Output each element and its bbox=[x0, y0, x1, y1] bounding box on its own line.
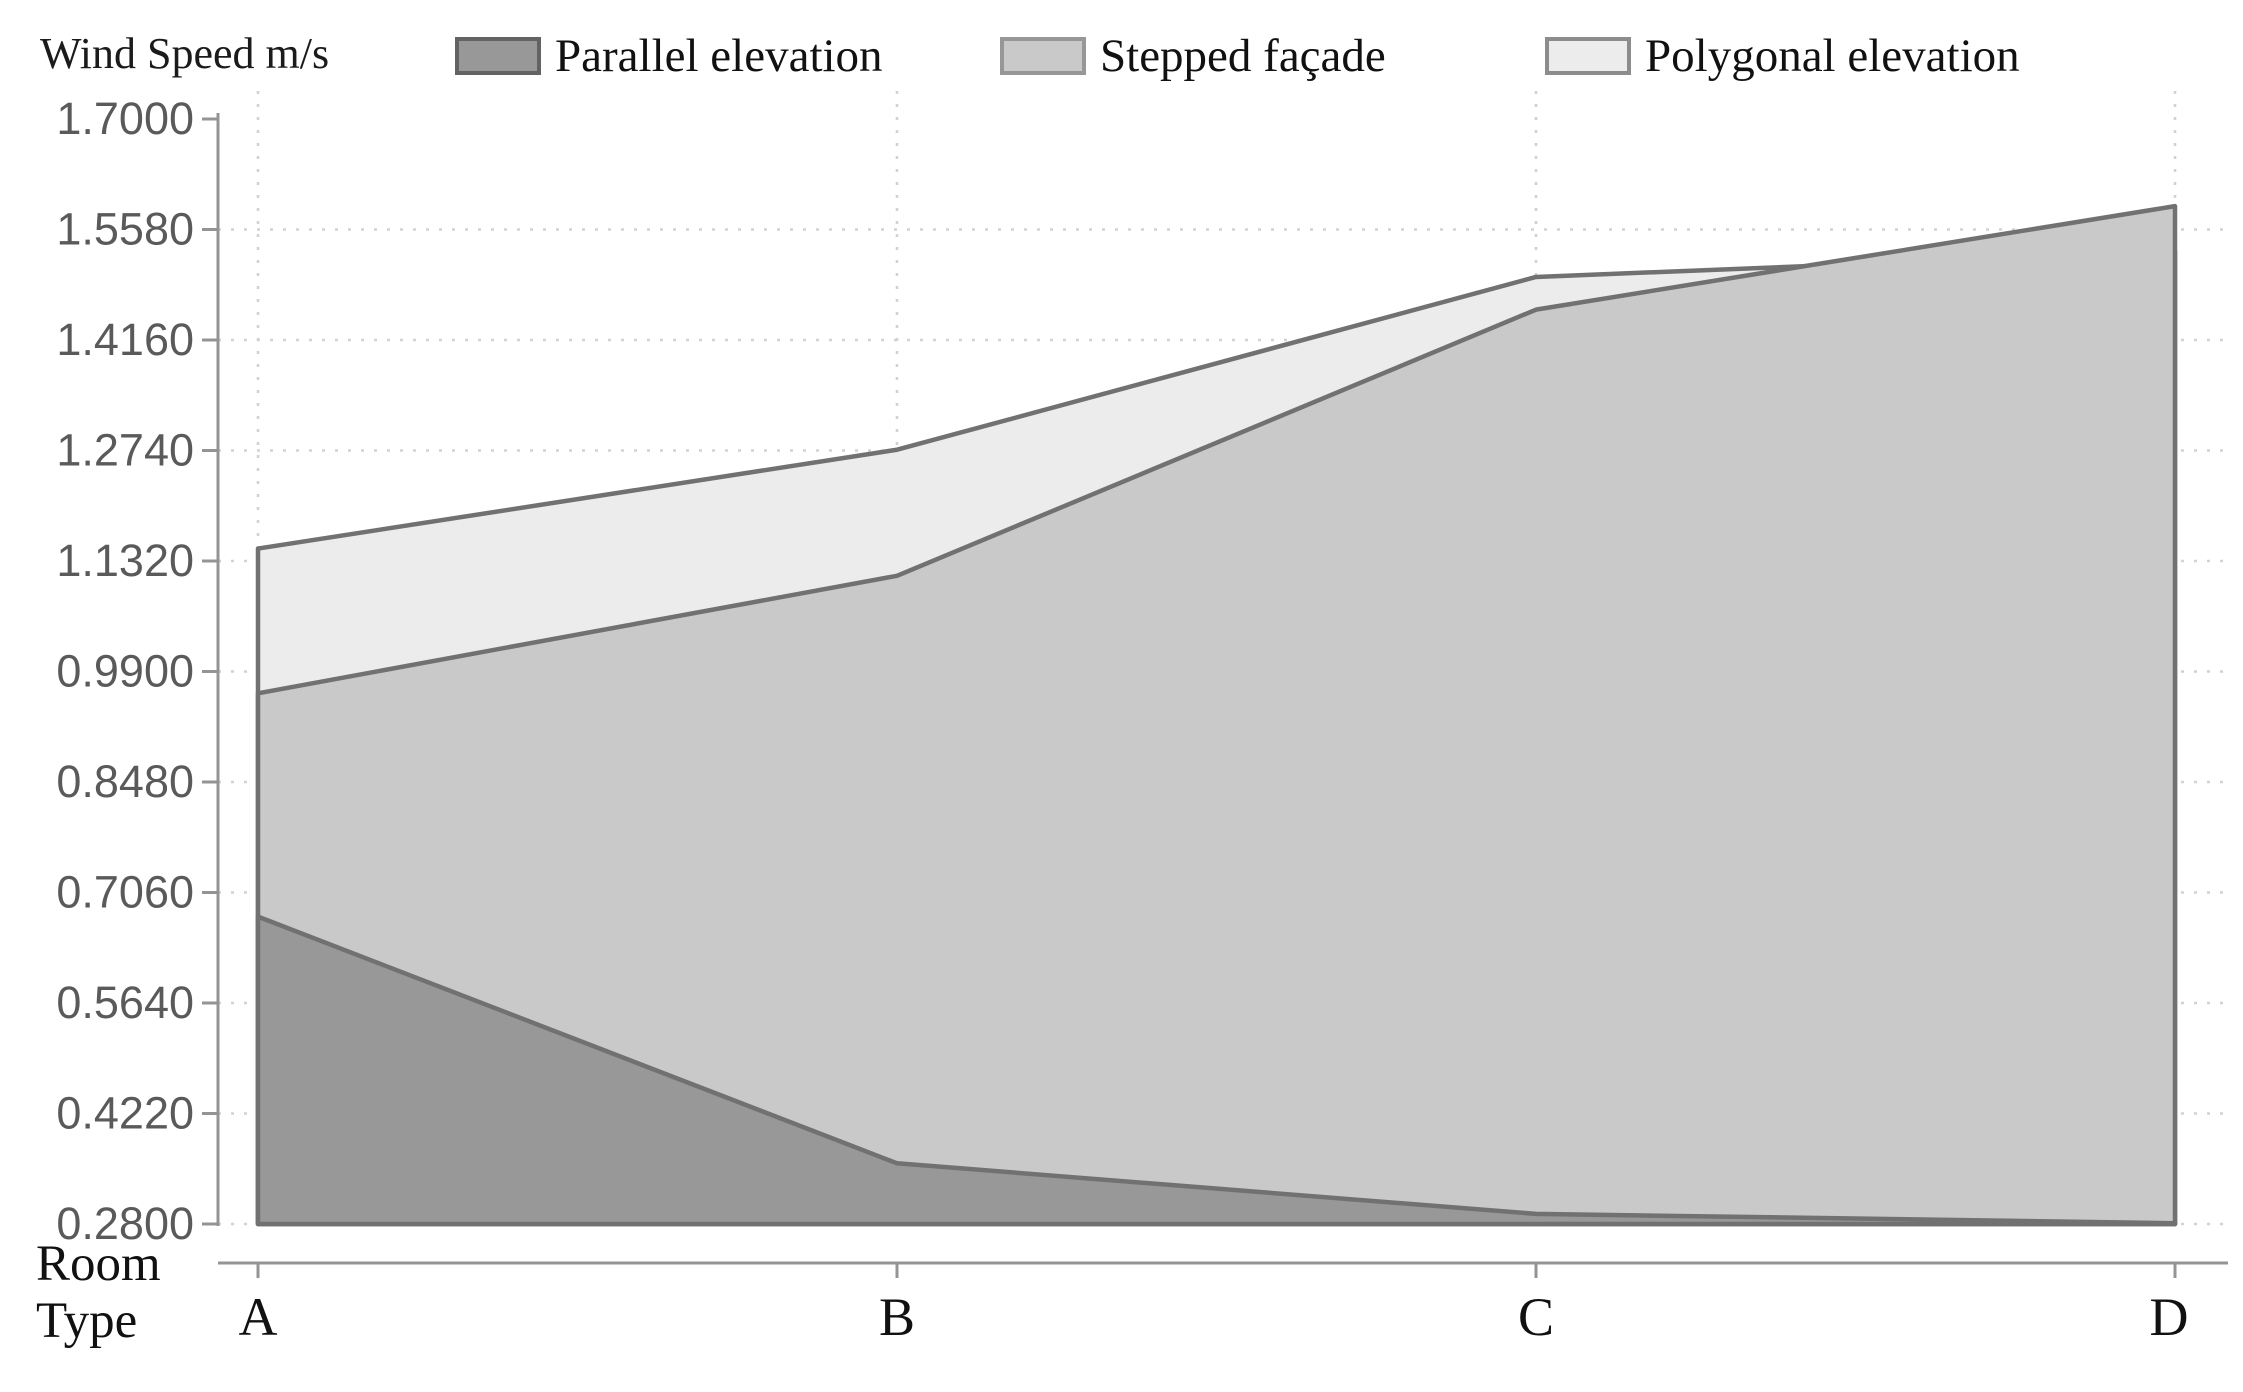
legend-label: Polygonal elevation bbox=[1645, 30, 2020, 82]
y-tick-label: 1.7000 bbox=[56, 93, 194, 144]
y-axis-title: Wind Speed m/s bbox=[40, 29, 330, 78]
y-tick-label: 0.4220 bbox=[56, 1088, 194, 1139]
x-tick-label: B bbox=[879, 1287, 915, 1347]
legend-item-stepped-facade: Stepped façade bbox=[1000, 24, 1386, 88]
x-axis-title: Room Type bbox=[36, 1236, 161, 1350]
y-tick-label: 0.5640 bbox=[56, 977, 194, 1028]
legend-label: Stepped façade bbox=[1100, 30, 1386, 82]
legend-item-parallel-elevation: Parallel elevation bbox=[455, 24, 883, 88]
legend-label: Parallel elevation bbox=[555, 30, 883, 82]
y-tick-label: 1.4160 bbox=[56, 314, 194, 365]
legend-swatch-parallel-elevation bbox=[455, 37, 541, 75]
x-tick-label: D bbox=[2150, 1287, 2189, 1347]
legend-swatch-stepped-facade bbox=[1000, 37, 1086, 75]
x-axis-title-line2: Type bbox=[36, 1293, 138, 1349]
y-tick-label: 1.2740 bbox=[56, 425, 194, 476]
legend-swatch-polygonal-elevation bbox=[1545, 37, 1631, 75]
y-tick-label: 1.1320 bbox=[56, 535, 194, 586]
y-tick-label: 1.5580 bbox=[56, 204, 194, 255]
x-tick-label: A bbox=[239, 1287, 278, 1347]
x-axis-title-line1: Room bbox=[36, 1236, 161, 1292]
area-parallel-elevation bbox=[255, 914, 2178, 1227]
y-tick-label: 0.7060 bbox=[56, 867, 194, 918]
legend-item-polygonal-elevation: Polygonal elevation bbox=[1545, 24, 2020, 88]
y-tick-label: 0.8480 bbox=[56, 756, 194, 807]
x-tick-label: C bbox=[1518, 1287, 1554, 1347]
y-tick-label: 0.9900 bbox=[56, 646, 194, 697]
y-tick-label: 0.2800 bbox=[56, 1198, 194, 1249]
